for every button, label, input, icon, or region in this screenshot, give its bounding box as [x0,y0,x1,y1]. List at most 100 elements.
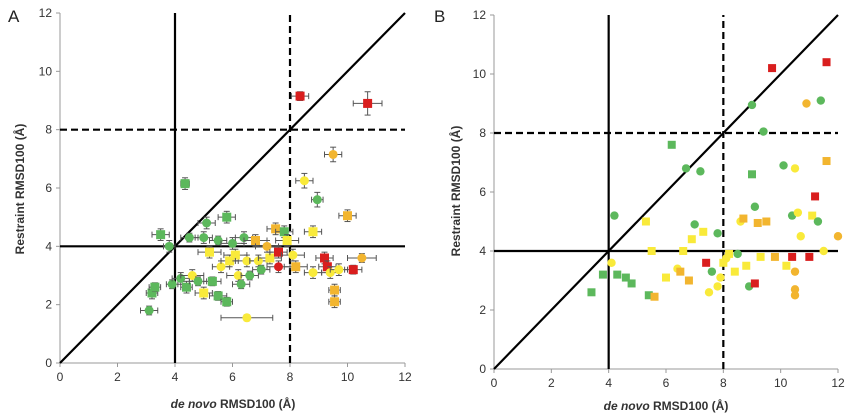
panel-a-square-point [330,297,340,307]
panel-a-square-point [150,282,160,292]
panel-a-square-point [291,262,301,272]
panel-b-circle-point [819,246,828,256]
panel-b-square-point [662,273,670,282]
panel-a-x-tick-label: 8 [287,370,294,384]
panel-b-square-point [811,192,820,201]
panel-b-circle-point [681,164,691,173]
panel-a-circle-point [357,253,367,263]
panel-a-circle-point [308,268,318,278]
panel-b-square-point [598,270,607,279]
panel-b-circle-point [696,167,705,176]
panel-a-square-point [147,288,157,298]
panel-a-square-point [222,212,232,222]
panel-b-square-point [725,249,734,258]
panel-b-y-tick-label: 2 [479,303,486,317]
panel-a-diagonal-line [59,12,406,364]
panel-a-circle-point [242,313,252,323]
panel-b-circle-point [759,127,768,136]
panel-b-x-tick-label: 6 [663,376,670,390]
panel-a-square-point [213,291,223,301]
panel-b-circle-point [716,273,725,282]
panel-b-circle-point [733,249,742,259]
panel-a-x-tick-label: 12 [398,370,412,384]
panel-b-circle-point [833,232,843,241]
panel-a-circle-point [199,233,209,243]
panel-b-square-point [679,247,688,255]
panel-b-y-tick-label: 4 [479,244,486,258]
panel-b-circle-point [779,161,788,170]
panel-b-circle-point [790,285,800,294]
panel-a-x-tick-label: 4 [172,370,179,384]
panel-b-circle-point [610,211,619,220]
panel-a-y-axis-title: Restraint RMSD100 (Å) [12,124,27,255]
panel-a-square-point [279,227,289,237]
panel-b-square-point [647,247,656,255]
panel-b-x-tick-label: 4 [605,376,612,390]
panel-a-circle-point [262,241,272,251]
panel-b-square-point [770,252,779,261]
panel-b-square-point [753,218,762,227]
panel-a-circle-point [242,256,252,266]
panel-b-y-tick-label: 6 [479,185,486,199]
panel-b-square-point [805,252,814,261]
panel-a-square-point [207,276,217,286]
panel-a: A de novo RMSD100 (Å) Restraint RMSD100 … [8,6,412,411]
panel-b-square-point [808,211,817,220]
panel-b-square-point [719,258,728,267]
panel-b-circle-point [690,220,699,229]
panel-b-square-point [650,292,659,301]
panel-a-circle-point [299,176,309,186]
panel-a-square-point [348,265,358,275]
panel-a-y-tick-label: 8 [45,123,52,137]
panel-b-y-tick-label: 10 [473,67,487,81]
panel-b-square-point [702,258,711,267]
panel-b-square-point [739,214,748,223]
panel-b-square-point [822,58,831,67]
panel-a-x-axis-title: de novo RMSD100 (Å) [171,396,296,411]
panel-a-circle-point [334,265,344,275]
panel-a-circle-point [288,250,298,260]
panel-a-x-tick-label: 2 [114,370,121,384]
panel-b-circle-point [704,288,714,297]
panel-b-square-point [613,270,622,279]
panel-a-circle-point [193,276,203,286]
panel-b: B de novo RMSD100 (Å) Restraint RMSD100 … [434,7,845,413]
panel-a-circle-point [164,241,174,251]
panel-b-circle-point [713,229,722,238]
panel-b-x-tick-label: 10 [774,376,788,390]
panel-b-square-point [644,291,653,300]
panel-b-square-point [730,267,739,276]
panel-a-circle-point [245,271,255,280]
panel-a-square-point [295,91,305,101]
panel-a-circle-point [167,279,177,289]
panel-b-x-tick-label: 12 [831,376,845,390]
panel-b-square-point [699,227,708,236]
panel-a-circle-point [256,265,266,275]
panel-a-square-point [205,247,214,257]
panel-a-circle-point [328,149,338,159]
panel-b-circle-point [790,267,800,276]
panel-b-square-point [748,170,756,179]
panel-b-square-point [621,273,630,282]
panel-a-square-point [363,98,373,108]
panel-b-y-tick-label: 8 [479,126,486,140]
panel-b-square-point [742,261,751,270]
panel-a-square-point [156,230,166,240]
panel-a-x-tick-label: 10 [341,370,355,384]
panel-a-square-point [282,236,292,245]
panel-b-circle-point [707,267,717,276]
panel-a-y-tick-label: 0 [45,356,52,370]
panel-b-circle-point [796,232,805,241]
panel-a-square-point [225,256,235,266]
panel-a-y-tick-label: 10 [39,64,53,78]
panel-a-square-point [330,285,340,295]
panel-a-circle-point [228,238,237,248]
panel-b-square-point [667,140,676,149]
panel-a-circle-point [187,271,197,280]
panel-b-square-point [587,288,596,297]
panel-b-diagonal-line [493,14,839,370]
panel-b-square-point [676,267,685,276]
panel-a-square-point [308,227,318,237]
panel-b-square-point [762,217,771,226]
